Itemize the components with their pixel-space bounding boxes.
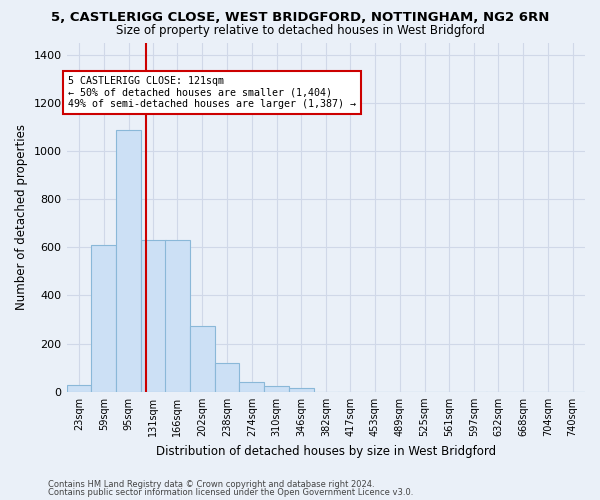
Bar: [190, 326, 215, 392]
Bar: [141, 240, 166, 392]
Bar: [264, 386, 289, 392]
Text: Size of property relative to detached houses in West Bridgford: Size of property relative to detached ho…: [116, 24, 484, 37]
Bar: [67, 384, 91, 392]
Text: Contains HM Land Registry data © Crown copyright and database right 2024.: Contains HM Land Registry data © Crown c…: [48, 480, 374, 489]
X-axis label: Distribution of detached houses by size in West Bridgford: Distribution of detached houses by size …: [156, 444, 496, 458]
Bar: [116, 130, 141, 392]
Y-axis label: Number of detached properties: Number of detached properties: [15, 124, 28, 310]
Bar: [165, 240, 190, 392]
Text: 5 CASTLERIGG CLOSE: 121sqm
← 50% of detached houses are smaller (1,404)
49% of s: 5 CASTLERIGG CLOSE: 121sqm ← 50% of deta…: [68, 76, 356, 110]
Bar: [239, 382, 264, 392]
Text: Contains public sector information licensed under the Open Government Licence v3: Contains public sector information licen…: [48, 488, 413, 497]
Bar: [215, 363, 239, 392]
Bar: [91, 245, 116, 392]
Text: 5, CASTLERIGG CLOSE, WEST BRIDGFORD, NOTTINGHAM, NG2 6RN: 5, CASTLERIGG CLOSE, WEST BRIDGFORD, NOT…: [51, 11, 549, 24]
Bar: [289, 388, 314, 392]
